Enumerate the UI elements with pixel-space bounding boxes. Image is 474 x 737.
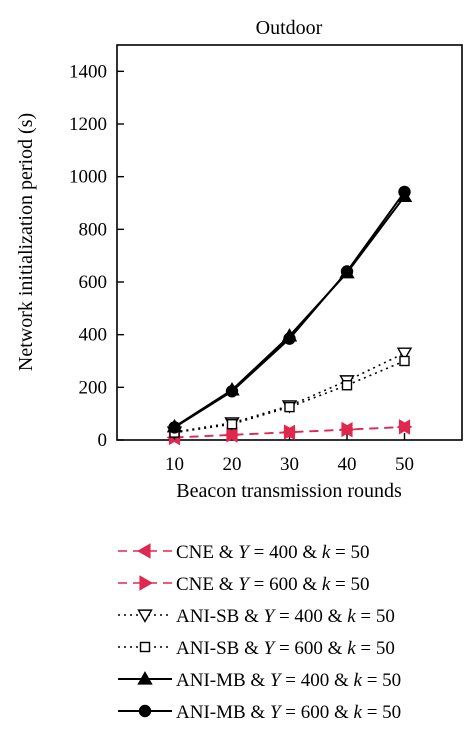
legend-label-part: Y [264, 638, 277, 659]
legend-label-part: k [354, 670, 363, 691]
y-axis-label: Network initialization period (s) [15, 113, 37, 371]
legend-label-part: k [347, 638, 356, 659]
legend-label-part: Y [238, 542, 251, 563]
legend-entry: ANI-SB & Y = 600 & k = 50 [118, 638, 395, 659]
legend-label-part: = 600 & [281, 702, 354, 723]
legend-label-part: k [322, 574, 331, 595]
legend-label-part: k [354, 702, 363, 723]
legend-label-part: CNE & [176, 542, 238, 563]
y-tick-label: 600 [79, 272, 108, 293]
y-tick-label: 1200 [69, 114, 107, 135]
legend-label: ANI-SB & Y = 600 & k = 50 [176, 638, 395, 659]
legend-label-part: k [322, 542, 331, 563]
chart-title: Outdoor [256, 17, 323, 39]
legend-label: ANI-SB & Y = 400 & k = 50 [176, 606, 395, 627]
series-line [174, 352, 405, 433]
legend-label-part: = 50 [330, 542, 369, 563]
series-layer [166, 185, 413, 446]
legend-label-part: = 50 [356, 606, 395, 627]
legend-label: CNE & Y = 600 & k = 50 [176, 574, 370, 595]
legend-label: CNE & Y = 400 & k = 50 [176, 542, 370, 563]
legend-label-part: CNE & [176, 574, 238, 595]
y-tick-label: 800 [79, 219, 108, 240]
y-tick-label: 1000 [69, 167, 107, 188]
legend-label-part: Y [270, 670, 283, 691]
plot-frame [116, 44, 463, 441]
legend-label-part: Y [238, 574, 251, 595]
series-line [173, 191, 406, 429]
legend-marker [138, 704, 152, 718]
x-tick-label: 20 [223, 454, 242, 475]
legend-label-part: = 50 [330, 574, 369, 595]
legend-label-part: = 50 [362, 702, 401, 723]
x-tick-label: 40 [338, 454, 357, 475]
legend-label-part: = 400 & [274, 606, 347, 627]
legend-entry: ANI-SB & Y = 400 & k = 50 [118, 606, 395, 627]
legend-label: ANI-MB & Y = 400 & k = 50 [176, 670, 401, 691]
legend-label-part: k [347, 606, 356, 627]
x-tick-label: 10 [165, 454, 184, 475]
data-point [341, 421, 355, 438]
data-point [226, 427, 240, 443]
data-point [396, 347, 413, 362]
legend-marker [139, 641, 151, 653]
legend-marker [137, 671, 153, 685]
x-tick-label: 50 [395, 454, 414, 475]
series-5 [166, 188, 413, 433]
legend-label-part: Y [264, 606, 277, 627]
series-line [173, 195, 406, 428]
legend-label-part: = 50 [362, 670, 401, 691]
y-axis: 0 200 400 600 800 1000 1200 1400 [69, 61, 124, 451]
legend-label-part: = 400 & [281, 670, 354, 691]
legend-label: ANI-MB & Y = 600 & k = 50 [176, 702, 401, 723]
data-point [283, 424, 298, 440]
legend-marker [137, 543, 151, 559]
data-point [398, 419, 413, 435]
legend-label-part: ANI-MB & [176, 670, 270, 691]
legend-marker [139, 575, 153, 591]
y-tick-label: 1400 [69, 61, 107, 82]
series-3 [166, 347, 413, 441]
series-4 [169, 355, 410, 438]
legend-marker [137, 609, 153, 623]
y-tick-label: 400 [79, 325, 108, 346]
legend-entry: ANI-MB & Y = 600 & k = 50 [118, 702, 401, 723]
data-point [283, 332, 296, 345]
legend-entry: CNE & Y = 600 & k = 50 [118, 574, 370, 595]
legend-label-part: = 50 [356, 638, 395, 659]
data-point [398, 185, 411, 199]
data-point [225, 385, 239, 398]
legend-label-part: Y [270, 702, 283, 723]
legend-label-part: ANI-SB & [176, 606, 264, 627]
data-point [168, 421, 181, 434]
series-line [174, 360, 405, 434]
legend-label-part: ANI-SB & [176, 638, 264, 659]
legend-entry: ANI-MB & Y = 400 & k = 50 [118, 670, 401, 691]
data-point [226, 419, 238, 430]
data-point [340, 265, 354, 278]
legend-entry: CNE & Y = 400 & k = 50 [118, 542, 370, 563]
y-tick-label: 200 [79, 377, 108, 398]
series-line [174, 426, 405, 439]
series-6 [168, 185, 411, 434]
legend-label-part: ANI-MB & [176, 702, 270, 723]
legend-label-part: = 600 & [274, 638, 347, 659]
y-tick-label: 0 [98, 430, 108, 451]
legend-label-part: = 600 & [249, 574, 322, 595]
data-point [284, 401, 295, 413]
data-point [341, 380, 353, 391]
x-tick-label: 30 [280, 454, 299, 475]
data-point [399, 355, 410, 367]
legend-label-part: = 400 & [249, 542, 322, 563]
x-axis-label: Beacon transmission rounds [176, 480, 402, 502]
